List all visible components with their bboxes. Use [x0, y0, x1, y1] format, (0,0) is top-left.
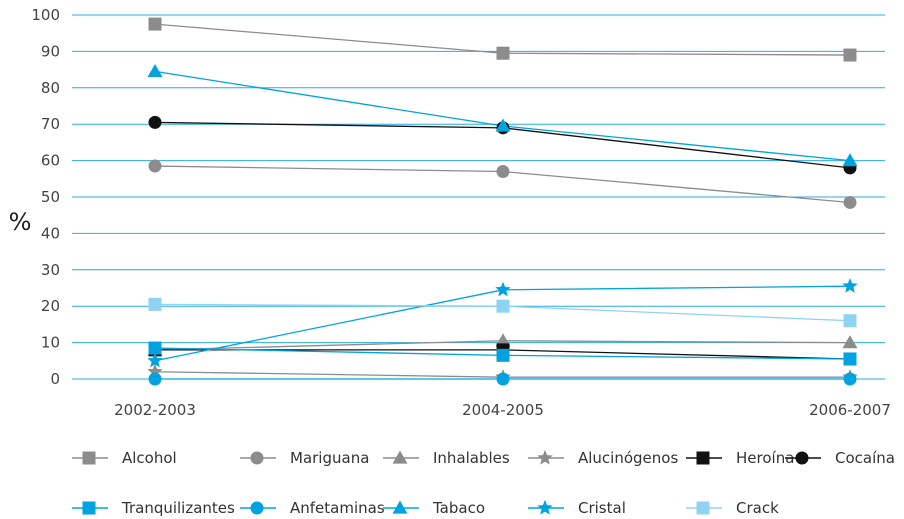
y-axis-ticks: 0 10 20 30 40 50 60 70 80 90 100	[31, 6, 60, 388]
legend-label: Tabaco	[432, 499, 485, 517]
data-point-tabaco	[842, 153, 858, 167]
data-point-alcohol	[148, 17, 162, 31]
y-tick-label: 30	[41, 261, 60, 279]
legend-label: Inhalables	[433, 449, 510, 467]
y-tick-label: 100	[31, 6, 60, 24]
y-tick-label: 0	[50, 370, 60, 388]
legend-item: Tranquilizantes	[72, 499, 235, 517]
legend-marker	[696, 501, 710, 515]
x-tick-label: 2002-2003	[114, 401, 196, 419]
legend-item: Anfetaminas	[240, 499, 385, 517]
legend-item: Tabaco	[383, 499, 485, 517]
legend-label: Mariguana	[290, 449, 369, 467]
legend-item: Crack	[686, 499, 779, 517]
legend-label: Crack	[736, 499, 779, 517]
y-tick-label: 10	[41, 334, 60, 352]
data-point-tranquilizantes	[843, 352, 857, 366]
data-point-crack	[496, 299, 510, 313]
y-tick-label: 20	[41, 297, 60, 315]
legend-label: Anfetaminas	[290, 499, 385, 517]
y-tick-label: 40	[41, 224, 60, 242]
data-point-tranquilizantes	[496, 348, 510, 362]
gridlines	[72, 14, 885, 380]
legend-marker	[250, 501, 264, 515]
legend-item: Heroína	[686, 449, 794, 467]
data-point-crack	[148, 297, 162, 311]
data-point-mariguana	[496, 165, 510, 179]
data-point-tabaco	[147, 63, 163, 78]
legend-item: Inhalables	[383, 449, 510, 467]
data-point-mariguana	[148, 159, 162, 173]
y-tick-label: 50	[41, 188, 60, 206]
data-point-inhalables	[495, 333, 511, 347]
legend-label: Heroína	[736, 449, 794, 467]
legend-marker	[537, 499, 553, 515]
legend-item: Alcohol	[72, 449, 177, 467]
y-tick-label: 90	[41, 42, 60, 60]
data-point-inhalables	[842, 335, 858, 349]
legend-item: Alucinógenos	[528, 449, 678, 467]
data-point-anfetaminas	[843, 372, 857, 386]
y-tick-label: 80	[41, 79, 60, 97]
data-point-anfetaminas	[496, 372, 510, 386]
x-tick-label: 2006-2007	[809, 401, 891, 419]
legend: Alcohol Mariguana Inhalables Alucinógenos He…	[72, 449, 895, 517]
legend-item: Cristal	[528, 499, 626, 517]
legend-label: Alucinógenos	[578, 449, 678, 467]
data-point-cristal	[842, 278, 858, 293]
data-point-alcohol	[843, 48, 857, 62]
legend-marker	[392, 450, 408, 464]
data-point-mariguana	[843, 195, 857, 209]
series-lines	[154, 23, 851, 380]
data-point-cocaína	[148, 115, 162, 129]
legend-marker	[82, 501, 96, 515]
y-axis-label: %	[9, 208, 32, 236]
series-markers	[147, 17, 858, 386]
y-tick-label: 70	[41, 115, 60, 133]
data-point-crack	[843, 314, 857, 328]
series-line-tabaco	[154, 70, 851, 162]
legend-label: Alcohol	[122, 449, 177, 467]
data-point-cristal	[147, 352, 163, 368]
data-point-tabaco	[495, 118, 511, 132]
y-tick-label: 60	[41, 152, 60, 170]
legend-marker	[82, 451, 96, 465]
legend-item: Cocaína	[785, 449, 895, 467]
x-axis-ticks: 2002-2003 2004-2005 2006-2007	[114, 401, 891, 419]
legend-marker	[392, 500, 408, 514]
data-point-cristal	[495, 281, 511, 297]
legend-label: Tranquilizantes	[121, 499, 235, 517]
legend-marker	[696, 451, 710, 465]
data-point-alucinógenos	[147, 363, 163, 379]
data-point-alcohol	[496, 46, 510, 60]
legend-item: Mariguana	[240, 449, 369, 467]
legend-marker	[795, 451, 809, 465]
x-tick-label: 2004-2005	[462, 401, 544, 419]
legend-marker	[537, 449, 553, 465]
data-point-anfetaminas	[148, 372, 162, 386]
legend-label: Cocaína	[835, 449, 895, 467]
legend-label: Cristal	[578, 499, 626, 517]
legend-marker	[250, 451, 264, 465]
data-point-tranquilizantes	[148, 341, 162, 355]
